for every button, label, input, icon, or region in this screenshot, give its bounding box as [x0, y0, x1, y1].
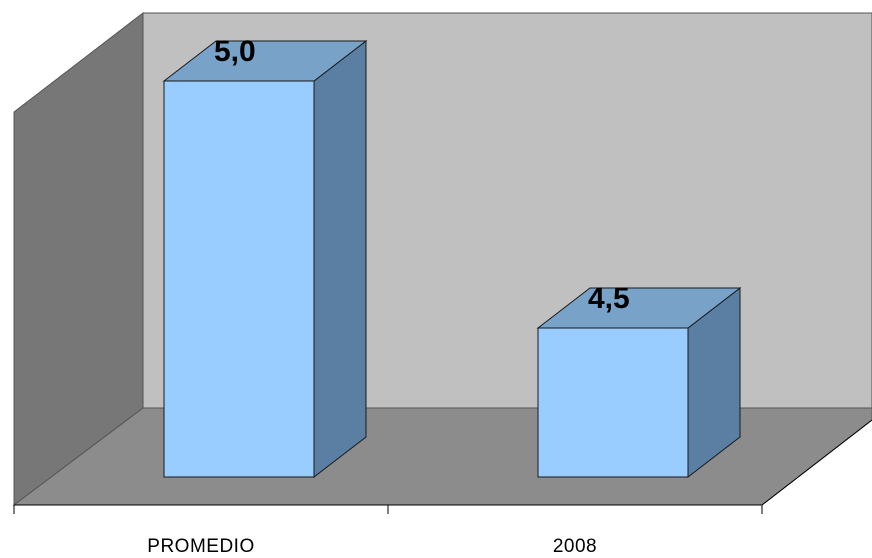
data-label-1: 4,5: [588, 282, 630, 315]
category-label-2008: 2008: [553, 536, 597, 557]
floor: [12, 407, 872, 506]
data-label-0: 5,0: [214, 35, 256, 68]
bar-top-0: [162, 40, 368, 82]
bar-side-0: [313, 39, 367, 479]
category-label-promedio: PROMEDIO: [147, 536, 254, 557]
bar-top-1: [536, 287, 742, 329]
bar-front-1: [537, 327, 689, 478]
x-axis-diagonal: [761, 419, 872, 506]
bar-front-0: [163, 80, 315, 478]
